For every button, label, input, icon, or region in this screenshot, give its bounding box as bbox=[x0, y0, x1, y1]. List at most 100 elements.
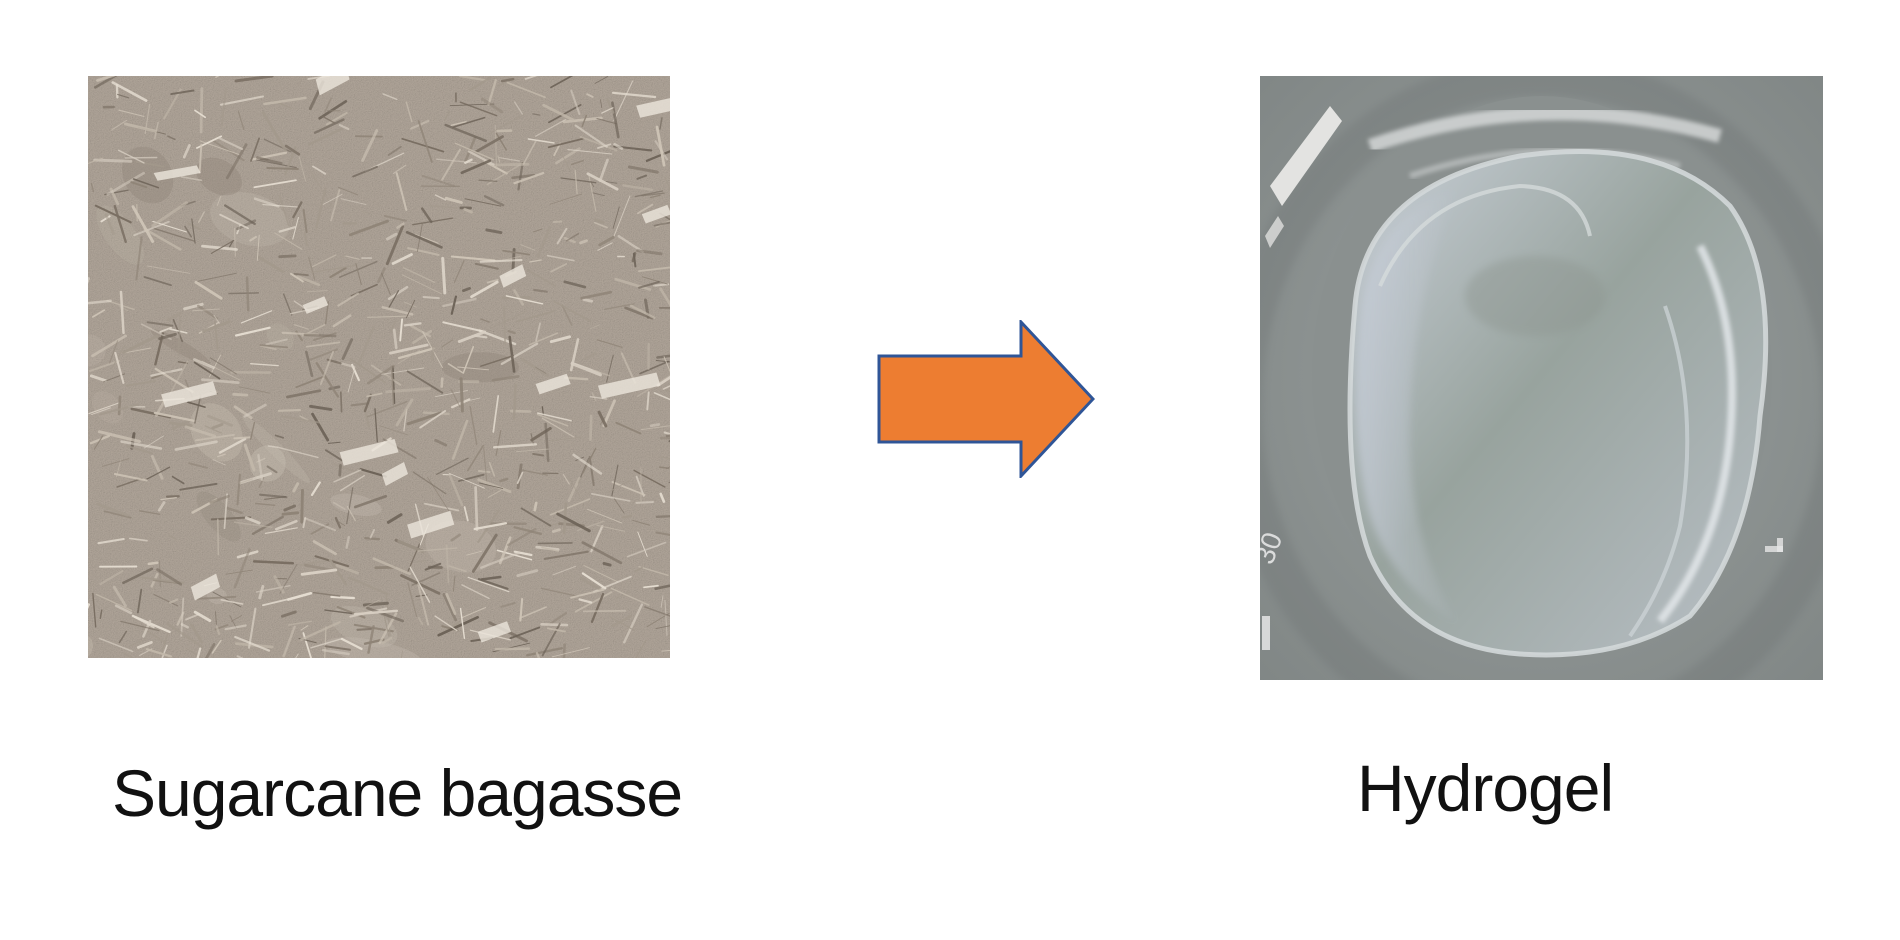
fiber-strand bbox=[153, 227, 195, 242]
fiber-strand bbox=[277, 409, 301, 412]
fiber-strand bbox=[359, 468, 387, 478]
fiber-strand bbox=[88, 157, 104, 164]
fiber-strand bbox=[513, 550, 533, 557]
fiber-strand bbox=[590, 180, 595, 188]
fiber-strand bbox=[131, 205, 155, 243]
fiber-strand bbox=[403, 301, 417, 308]
fiber-strand bbox=[529, 259, 542, 263]
fiber-strand bbox=[210, 239, 235, 254]
fiber-strand bbox=[305, 350, 314, 378]
fiber-strand bbox=[392, 328, 398, 350]
fiber-strand bbox=[457, 366, 490, 371]
fiber-strand bbox=[171, 475, 185, 485]
fiber-strand bbox=[361, 211, 372, 214]
fiber-strand bbox=[136, 641, 153, 649]
fiber-strand bbox=[550, 436, 583, 442]
fiber-strand bbox=[532, 113, 541, 116]
fiber-strand bbox=[381, 367, 425, 375]
fiber-strand bbox=[601, 107, 614, 114]
fiber-strand bbox=[124, 347, 152, 354]
fiber-strand bbox=[459, 377, 464, 413]
fiber-strand bbox=[174, 440, 218, 451]
fiber-strand bbox=[217, 518, 220, 556]
fiber-strand bbox=[417, 616, 424, 626]
fiber-strand bbox=[586, 172, 619, 191]
fiber-strand bbox=[398, 347, 435, 360]
fiber-strand bbox=[500, 342, 539, 366]
fiber-strand bbox=[642, 276, 668, 285]
fiber-strand bbox=[145, 648, 173, 658]
fiber-strand bbox=[159, 326, 172, 333]
fiber-strand bbox=[124, 156, 158, 159]
hydrogel-caption: Hydrogel bbox=[1357, 751, 1614, 825]
fiber-strand bbox=[298, 156, 306, 182]
fiber-strand bbox=[193, 361, 221, 380]
fiber-strand bbox=[113, 204, 127, 244]
fiber-strand bbox=[322, 193, 343, 205]
fiber-strand bbox=[553, 300, 592, 323]
fiber-strand bbox=[325, 111, 348, 126]
fiber-strand bbox=[386, 513, 403, 524]
fiber-strand bbox=[125, 379, 157, 387]
fiber-strand bbox=[160, 497, 177, 501]
fiber-strand bbox=[335, 563, 360, 575]
fiber-strand bbox=[653, 392, 670, 401]
fiber-strand bbox=[409, 324, 432, 338]
fiber-strand bbox=[594, 218, 605, 224]
fiber-strand bbox=[530, 432, 535, 446]
texture-patch bbox=[196, 157, 242, 196]
fiber-strand bbox=[255, 159, 297, 169]
fiber-strand bbox=[338, 260, 378, 278]
fiber-strand bbox=[183, 302, 204, 311]
fiber-strand bbox=[598, 235, 615, 247]
fiber-strand bbox=[412, 217, 454, 226]
fiber-strand bbox=[369, 528, 376, 539]
fiber-strand bbox=[659, 117, 663, 130]
fiber-strand bbox=[262, 204, 298, 208]
fiber-strand bbox=[565, 232, 580, 242]
fiber-strand bbox=[532, 452, 545, 457]
fiber-strand bbox=[615, 591, 632, 599]
fiber-strand bbox=[201, 378, 240, 385]
fiber-strand bbox=[452, 575, 456, 592]
fiber-strand bbox=[243, 443, 256, 472]
fiber-strand bbox=[194, 109, 206, 119]
fiber-strand bbox=[436, 158, 477, 164]
fiber-strand bbox=[184, 225, 192, 238]
fiber-strand bbox=[458, 473, 485, 482]
fiber-strand bbox=[215, 611, 217, 625]
fiber-strand bbox=[437, 615, 479, 637]
fiber-strand bbox=[126, 445, 153, 455]
fiber-strand bbox=[153, 411, 197, 423]
fiber-strand bbox=[234, 76, 274, 83]
fiber-strand bbox=[310, 481, 321, 496]
fiber-strand bbox=[406, 370, 444, 394]
fiber-strand bbox=[617, 234, 644, 254]
fiber-strand bbox=[330, 595, 355, 600]
fiber-strand bbox=[312, 254, 337, 268]
fiber-strand bbox=[365, 599, 381, 608]
fiber-strand bbox=[300, 488, 304, 524]
fiber-strand bbox=[382, 611, 390, 637]
fiber-strand bbox=[303, 333, 337, 338]
fiber-strand bbox=[187, 222, 201, 231]
fiber-strand bbox=[547, 137, 584, 149]
fiber-strand bbox=[551, 528, 561, 533]
fiber-strand bbox=[218, 437, 247, 454]
fiber-strand bbox=[516, 463, 523, 490]
fiber-strand bbox=[249, 235, 257, 242]
fiber-strand bbox=[116, 477, 143, 488]
fiber-strand bbox=[259, 493, 288, 499]
fiber-strand bbox=[158, 560, 162, 588]
fiber-strand bbox=[477, 578, 509, 590]
fiber-strand bbox=[652, 283, 670, 287]
fiber-strand bbox=[590, 492, 631, 502]
fiber-strand bbox=[480, 97, 504, 114]
fiber-strand bbox=[153, 593, 179, 607]
fiber-strand bbox=[193, 358, 215, 370]
fiber-strand bbox=[348, 219, 389, 237]
fiber-strand bbox=[517, 162, 524, 191]
fiber-strand bbox=[300, 568, 338, 576]
fiber-strand bbox=[106, 171, 146, 196]
fiber-strand bbox=[463, 207, 473, 214]
